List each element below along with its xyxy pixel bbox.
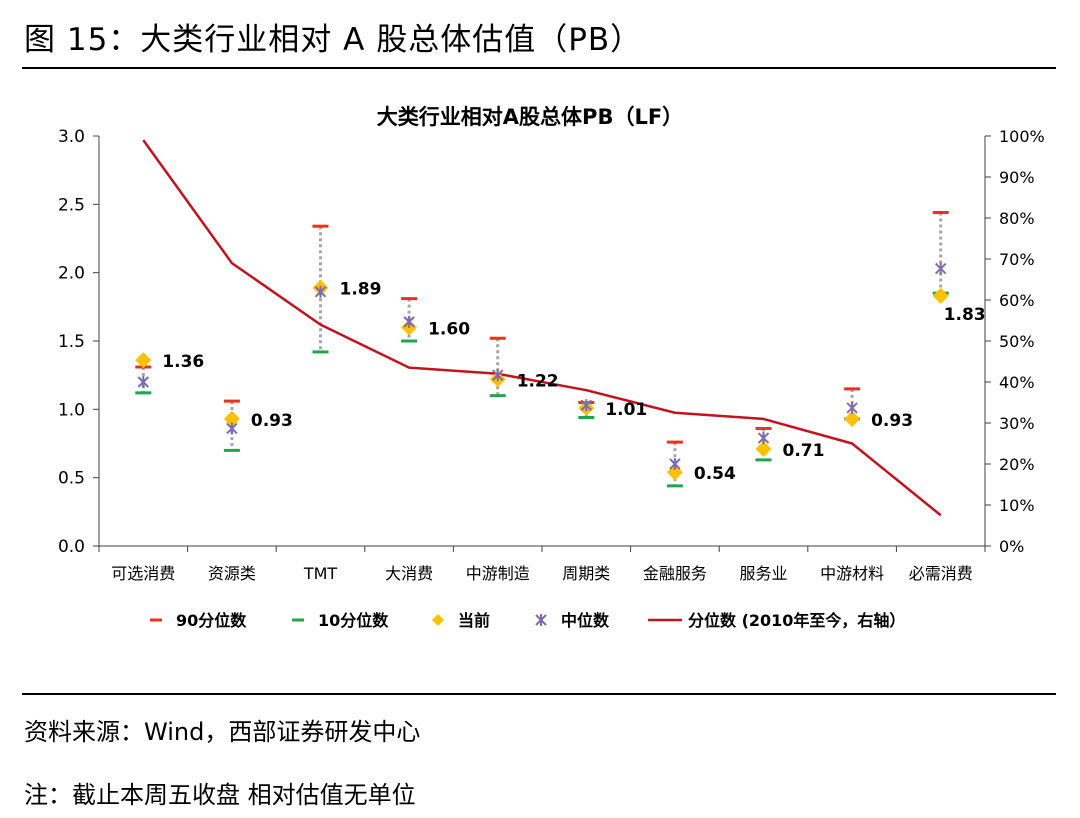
y-tick-label: 1.0 [58, 400, 85, 420]
legend-label: 90分位数 [176, 611, 247, 630]
current-marker [135, 352, 152, 369]
data-label: 1.22 [517, 371, 559, 391]
x-tick-label: 资源类 [208, 564, 256, 583]
current-marker [223, 410, 240, 427]
percentile-line [142, 139, 942, 517]
data-labels: 1.36 0.93 1.89 1.60 1.22 1.01 0.54 0.71 0.93 1.83 [162, 280, 985, 485]
footnote: 注：截止本周五收盘 相对估值无单位 [24, 781, 416, 809]
data-label: 1.60 [428, 319, 470, 339]
x-tick-label: 可选消费 [111, 564, 175, 583]
figure-title: 图 15：大类行业相对 A 股总体估值（PB） [24, 22, 643, 58]
legend-label: 当前 [458, 611, 490, 630]
chart-title: 大类行业相对A股总体PB（LF） [377, 105, 683, 129]
source-note: 资料来源：Wind，西部证券研发中心 [24, 718, 421, 746]
y2-tick-label: 100% [999, 127, 1045, 146]
data-label: 0.54 [694, 464, 736, 484]
median-marker [226, 422, 238, 435]
x-tick-label: 周期类 [562, 564, 610, 583]
x-tick-label: 中游材料 [820, 564, 884, 583]
legend-median-swatch [535, 614, 547, 626]
data-label: 1.36 [162, 352, 204, 372]
median-marker [846, 401, 858, 414]
data-label: 0.93 [251, 411, 293, 431]
legend-item: 90分位数 [150, 611, 247, 630]
y-tick-label: 3.0 [58, 127, 85, 147]
chart: 大类行业相对A股总体PB（LF） 0.0 0.5 1.0 1.5 2.0 2.5 3.0 0%… [58, 105, 1045, 630]
x-tick-label: 金融服务 [643, 564, 707, 583]
legend-label: 分位数 (2010年至今，右轴） [688, 611, 905, 630]
x-tick-label: 服务业 [739, 564, 787, 583]
axes: 0.0 0.5 1.0 1.5 2.0 2.5 3.0 0% 10% 20% 30% 40% 50% 60… [58, 127, 1045, 583]
legend: 90分位数 10分位数 当前 中位数 分位数 (2010年至今，右轴） [150, 611, 905, 630]
y-tick-label: 0.0 [58, 537, 85, 557]
median-marker [669, 458, 681, 470]
data-label: 0.93 [871, 411, 913, 431]
data-label: 1.83 [944, 305, 986, 325]
markers [135, 211, 949, 488]
top-rule [22, 67, 1056, 69]
median-marker [934, 262, 947, 275]
y-tick-label: 2.5 [58, 195, 85, 215]
y2-tick-label: 90% [999, 168, 1035, 187]
y2-tick-label: 70% [999, 250, 1035, 269]
y-tick-label: 2.0 [58, 264, 85, 284]
median-marker [757, 432, 770, 445]
data-label: 1.89 [340, 280, 382, 300]
x-tick-label: TMT [303, 564, 338, 583]
x-tick-label: 中游制造 [466, 564, 530, 583]
legend-label: 10分位数 [318, 611, 389, 630]
legend-current-swatch [432, 614, 444, 626]
y2-tick-label: 0% [999, 537, 1024, 556]
y-tick-label: 0.5 [58, 469, 85, 489]
bottom-rule [22, 693, 1056, 695]
median-marker [580, 399, 593, 412]
legend-label: 中位数 [561, 611, 610, 630]
median-marker [403, 315, 415, 328]
current-marker [755, 440, 772, 457]
legend-item: 分位数 (2010年至今，右轴） [648, 611, 905, 630]
y2-tick-label: 10% [999, 496, 1035, 515]
y2-tick-label: 40% [999, 373, 1035, 392]
y2-tick-label: 50% [999, 332, 1035, 351]
x-tick-label: 必需消费 [909, 564, 973, 583]
current-marker [932, 287, 949, 304]
legend-item: 中位数 [535, 611, 610, 630]
data-label: 0.71 [783, 441, 825, 461]
legend-item: 10分位数 [292, 611, 389, 630]
data-label: 1.01 [605, 400, 647, 420]
median-marker [137, 376, 150, 388]
percentile-series-line [142, 139, 942, 517]
x-tick-label: 大消费 [385, 564, 433, 583]
y2-tick-label: 80% [999, 209, 1035, 228]
median-marker [491, 369, 504, 382]
y2-tick-label: 30% [999, 414, 1035, 433]
y-tick-label: 1.5 [58, 332, 85, 352]
legend-item: 当前 [432, 611, 490, 630]
median-marker [314, 285, 327, 298]
y2-tick-label: 20% [999, 455, 1035, 474]
y2-tick-label: 60% [999, 291, 1035, 310]
current-marker [844, 410, 861, 427]
